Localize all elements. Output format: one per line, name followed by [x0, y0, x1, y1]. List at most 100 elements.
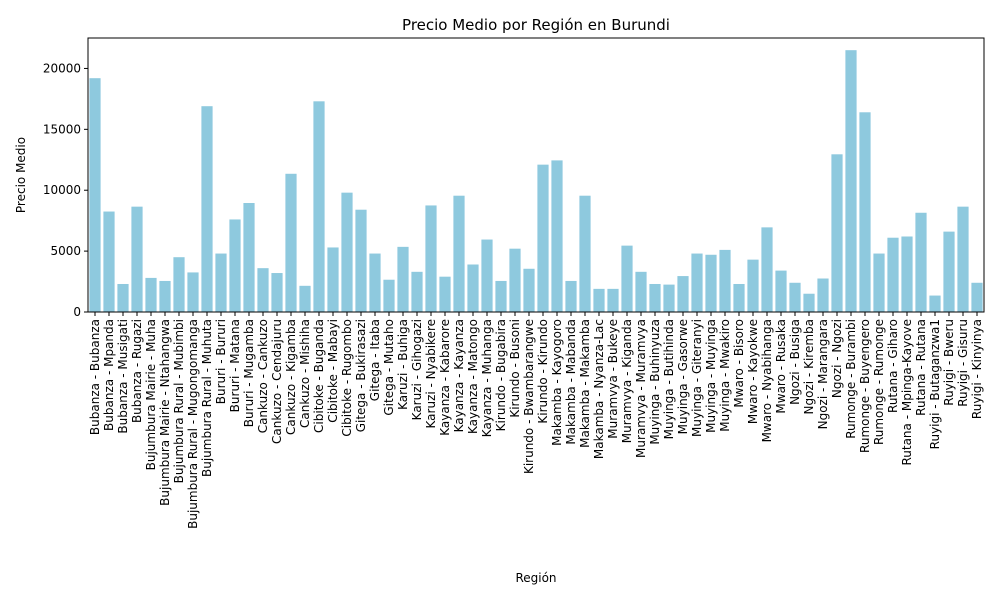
- bar: [873, 253, 885, 312]
- x-tick-label: Kirundo - Busoni: [508, 319, 522, 418]
- bar: [817, 278, 829, 312]
- x-tick-label: Muyinga - Muyinga: [704, 319, 718, 433]
- x-tick-label: Ruyigi - Butaganzwa1: [928, 319, 942, 449]
- bar: [677, 276, 689, 312]
- bar: [565, 280, 577, 312]
- bar: [775, 270, 787, 312]
- x-tick-label: Ngozi - Ngozi: [830, 319, 844, 398]
- x-tick-label: Bujumbura Mairie - Ntahangwa: [158, 319, 172, 506]
- bar: [523, 268, 535, 312]
- bar: [957, 206, 969, 312]
- bar: [733, 283, 745, 312]
- bar: [649, 283, 661, 312]
- x-tick-label: Cibitoke - Mabayi: [326, 319, 340, 423]
- x-tick-label: Kayanza - Kayanza: [452, 319, 466, 432]
- y-tick-label: 5000: [50, 244, 81, 258]
- x-tick-label: Makamba - Nyanza-Lac: [592, 319, 606, 459]
- x-tick-label: Bubanza - Rugazi: [130, 319, 144, 423]
- x-tick-label: Mwaro - Bisoro: [732, 319, 746, 408]
- bar: [89, 78, 101, 312]
- bar: [453, 195, 465, 312]
- x-tick-label: Karuzi - Gihogazi: [410, 319, 424, 420]
- bar: [593, 288, 605, 312]
- bar: [901, 236, 913, 312]
- bar: [341, 192, 353, 312]
- y-axis: 0 5000 10000 15000 20000: [43, 61, 88, 319]
- bar: [425, 205, 437, 312]
- x-tick-label: Gitega - Mutaho: [382, 319, 396, 416]
- bar: [117, 283, 129, 312]
- bar: [705, 254, 717, 312]
- x-tick-label: Bubanza - Musigati: [116, 319, 130, 434]
- bar: [299, 285, 311, 312]
- bar: [747, 259, 759, 312]
- y-tick-label: 0: [73, 305, 81, 319]
- x-tick-label: Karuzi - Buhiga: [396, 319, 410, 410]
- x-tick-label: Karuzi - Nyabikere: [424, 319, 438, 428]
- bar: [285, 173, 297, 312]
- bar: [789, 282, 801, 312]
- x-tick-label: Rutana - Giharo: [886, 319, 900, 413]
- bar: [943, 231, 955, 312]
- x-tick-label: Ngozi - Kiremba: [802, 319, 816, 414]
- x-tick-label: Bubanza - Bubanza: [88, 319, 102, 435]
- bar: [173, 257, 185, 312]
- x-tick-label: Kirundo - Bwambarangwe: [522, 319, 536, 474]
- bar: [313, 101, 325, 312]
- bar: [495, 280, 507, 312]
- x-tick-label: Kayanza - Matongo: [466, 319, 480, 434]
- bar: [257, 268, 269, 312]
- bar: [831, 154, 843, 312]
- x-tick-label: Cankuzo - Kigamba: [284, 319, 298, 435]
- x-tick-label: Gitega - Itaba: [368, 319, 382, 401]
- bar: [663, 284, 675, 312]
- x-tick-label: Kirundo - Kirundo: [536, 319, 550, 424]
- bar: [355, 209, 367, 312]
- x-tick-label: Makamba - Mabanda: [564, 319, 578, 445]
- bar: [467, 264, 479, 312]
- y-tick-label: 15000: [43, 122, 81, 136]
- bar: [271, 273, 283, 312]
- chart-title: Precio Medio por Región en Burundi: [402, 16, 670, 34]
- plot-frame: [87, 37, 985, 313]
- bar: [859, 112, 871, 312]
- x-tick-label: Muramvya - Muramvya: [634, 319, 648, 458]
- x-tick-label: Cibitoke - Rugombo: [340, 319, 354, 437]
- x-tick-label: Cankuzo - Mishiha: [298, 319, 312, 428]
- x-tick-label: Ruyigi - Bweru: [942, 319, 956, 406]
- x-tick-label: Mwaro - Kayokwe: [746, 319, 760, 424]
- x-tick-label: Mwaro - Rusaka: [774, 319, 788, 414]
- x-tick-label: Rumonge - Buyengero: [858, 319, 872, 453]
- x-tick-label: Cibitoke - Buganda: [312, 319, 326, 433]
- bar: [719, 249, 731, 312]
- bar: [971, 282, 983, 312]
- bar: [887, 237, 899, 312]
- x-tick-label: Mwaro - Nyabihanga: [760, 319, 774, 442]
- bar: [439, 276, 451, 312]
- bar: [607, 288, 619, 312]
- bar: [187, 272, 199, 312]
- x-tick-label: Gitega - Bukirasazi: [354, 319, 368, 432]
- bar: [131, 206, 143, 312]
- x-tick-label: Makamba - Makamba: [578, 319, 592, 448]
- x-axis-label: Región: [515, 571, 556, 585]
- x-tick-label: Kayanza - Muhanga: [480, 319, 494, 437]
- x-tick-label: Ngozi - Marangara: [816, 319, 830, 429]
- bar: [579, 195, 591, 312]
- x-tick-label: Cankuzo - Cankuzo: [256, 319, 270, 433]
- x-tick-label: Bururi - Matana: [228, 319, 242, 412]
- bar: [635, 271, 647, 312]
- bar: [509, 248, 521, 312]
- bar: [229, 219, 241, 312]
- y-tick-label: 10000: [43, 183, 81, 197]
- x-tick-label: Muramvya - Bukeye: [606, 319, 620, 439]
- y-axis-label: Precio Medio: [14, 137, 28, 213]
- bar: [915, 212, 927, 312]
- bar: [551, 160, 563, 312]
- bar: [691, 253, 703, 312]
- x-tick-label: Ruyigi - Kinyinya: [970, 319, 984, 419]
- bar: [803, 293, 815, 312]
- x-tick-label: Rutana - Mpinga-Kayove: [900, 319, 914, 466]
- bar: [383, 279, 395, 312]
